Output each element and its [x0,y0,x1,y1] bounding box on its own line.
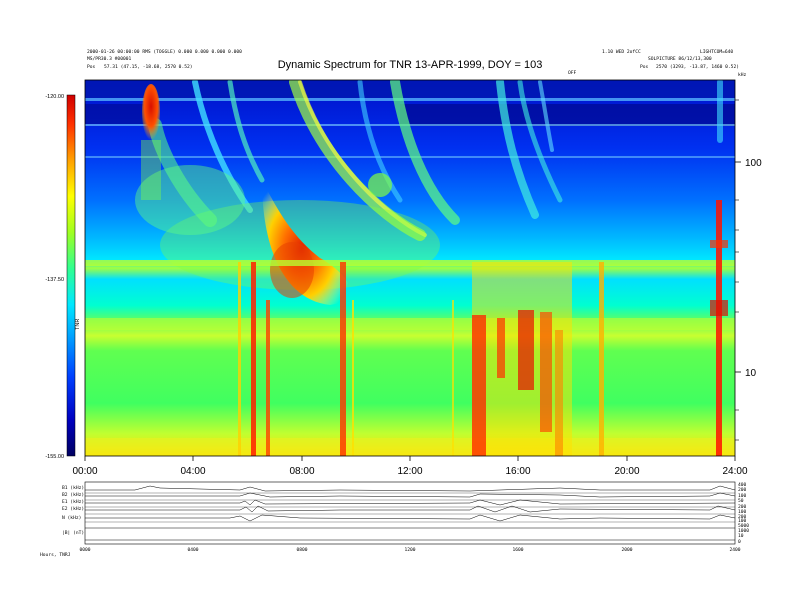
trace-rtick-12: 0 [738,539,741,545]
x-tick-1200: 12:00 [397,466,422,477]
trace-xtick-7: 2400 [729,547,740,553]
trace-label-e1: E1 (kHz) [62,499,84,505]
trace-rtick-2: 200 [738,487,747,493]
x-tick-2000: 20:00 [614,466,639,477]
x-tick-0400: 04:00 [180,466,205,477]
disturbed-red-2 [497,318,505,378]
header-pos-value-left: 57.31 (47.15, -18.68, 2570 0.52) [104,64,193,70]
colorbar-tick-bottom: -155.00 [45,454,64,460]
chart-title: Dynamic Spectrum for TNR 13-APR-1999, DO… [278,59,543,71]
header-pos-value-right: 2570 (3293, -13.87, 1460 0.52) [656,64,739,70]
trace-label-b2: B2 (kHz) [62,492,84,498]
vertical-spikes [238,200,728,456]
trace-label-b: |B| (nT) [62,530,84,536]
top-band-edge [85,98,735,101]
dark-region-left [85,104,155,124]
trace-xtick-4: 1200 [404,547,415,553]
trace-rtick-3: 100 [738,493,747,499]
zoom-label: OFF [568,70,577,76]
colorbar-tick-mid: -137.50 [45,277,64,283]
header-line-2: MS/PR30.3 #00001 [87,56,131,62]
trace-rtick-4: 50 [738,498,744,504]
trace-rtick-10: 1000 [738,528,749,534]
trace-rtick-7: 200 [738,514,747,520]
disturbed-orange [555,330,563,456]
trace-rtick-1: 400 [738,482,747,488]
y-tick-100: 100 [745,158,762,169]
trace-xtick-6: 2000 [621,547,632,553]
low-freq-band [85,438,735,456]
emission-spot [368,173,392,197]
spectrogram [85,80,735,456]
band-line-2 [85,156,735,158]
colorbar-label: TNR [75,319,81,330]
plasma-line [85,260,735,266]
trace-xtick-2: 0400 [187,547,198,553]
drifting-emission-core [270,242,314,298]
trace-rtick-11: 10 [738,533,744,539]
trace-rtick-6: 100 [738,509,747,515]
x-tick-0000: 00:00 [72,466,97,477]
y-tick-10: 10 [745,368,757,379]
trace-rtick-9: 5000 [738,523,749,529]
trace-corner-note: Hours, TNRJ [40,552,71,558]
disturbed-red-4 [540,312,552,432]
header-pos-label-right: Pos [640,64,649,70]
band-line-1 [85,124,735,126]
trace-xtick-1: 0000 [79,547,90,553]
khz-axis [735,99,741,441]
header-line-1: 2000-01-26 00:00:00 RMS (TOGGLE) 0.000 0… [87,49,242,55]
drift-arcs [148,80,723,241]
colorbar-tick-top: -120.00 [45,94,64,100]
x-tick-1600: 16:00 [505,466,530,477]
header-pos-label-left: Pos [87,64,96,70]
colorbar [67,95,75,456]
x-tick-2400: 24:00 [722,466,747,477]
colorbar-frame [66,94,76,457]
burst-tail [141,140,161,200]
bright-burst [142,84,160,140]
plasma-band [85,318,735,330]
top-band [85,80,735,98]
trace-xtick-5: 1600 [512,547,523,553]
emission-left [135,165,245,235]
trace-rtick-8: 100 [738,518,747,524]
dark-region-right [400,104,735,126]
trace-label-e2: E2 (kHz) [62,506,84,512]
trace-lines [85,485,736,541]
time-axis [84,456,736,461]
khz-corner-label: kHz [738,72,747,78]
trace-xtick-3: 0800 [296,547,307,553]
trace-separators [85,492,735,523]
header-right-line-1b: LIGHTCOM=640 [700,49,733,55]
trace-panel [84,481,736,545]
header-right-line-2: SOLPICTURE 86/12/13,300 [648,56,712,62]
header-right-line-1: 1.10 WED 2ofCC [602,49,641,55]
trace-label-b1: B1 (kHz) [62,485,84,491]
disturbed-red-1 [472,315,486,456]
disturbed-red-3 [518,310,534,390]
trace-rtick-5: 200 [738,504,747,510]
x-tick-0800: 08:00 [289,466,314,477]
trace-label-n: N (kHz) [62,515,81,521]
